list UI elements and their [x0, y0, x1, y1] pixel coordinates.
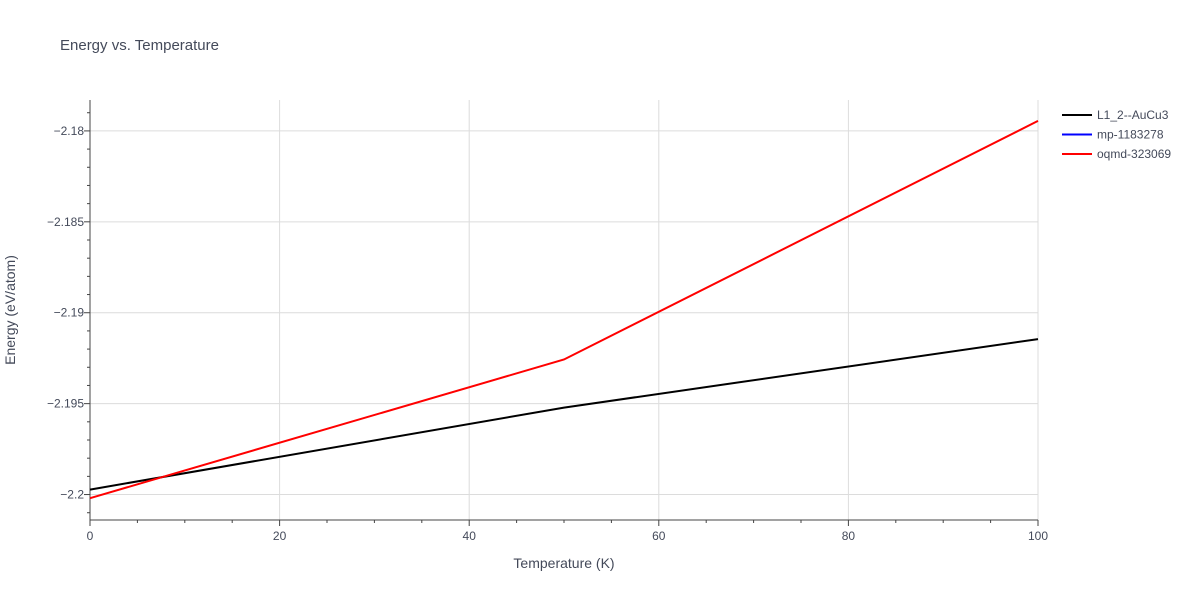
x-tick-label: 40 [463, 529, 477, 543]
x-tick-label: 0 [87, 529, 94, 543]
chart-title: Energy vs. Temperature [60, 37, 219, 54]
x-axis-title: Temperature (K) [513, 555, 614, 571]
x-tick-label: 60 [652, 529, 666, 543]
y-tick-label: −2.2 [60, 488, 84, 502]
y-tick-label: −2.195 [47, 397, 84, 411]
legend-item-oqmd-323069[interactable]: oqmd-323069 [1062, 147, 1171, 161]
series-line-l1-2-aucu3 [89, 338, 1039, 491]
tick-labels: 0 20 40 60 80 100 −2.2 −2.195 −2.19 −2.185 −2.18 [47, 124, 1048, 543]
series-line-oqmd-323069 [89, 120, 1039, 500]
x-tick-label: 80 [842, 529, 856, 543]
x-tick-label: 100 [1028, 529, 1048, 543]
legend-label: oqmd-323069 [1097, 147, 1171, 161]
axes [84, 100, 1039, 526]
x-tick-label: 20 [273, 529, 287, 543]
y-tick-label: −2.18 [54, 124, 85, 138]
series-lines [89, 120, 1039, 500]
y-tick-label: −2.185 [47, 215, 84, 229]
legend-item-mp-1183278[interactable]: mp-1183278 [1062, 128, 1164, 142]
legend[interactable]: L1_2--AuCu3 mp-1183278 oqmd-323069 [1062, 108, 1171, 161]
legend-label: L1_2--AuCu3 [1097, 108, 1169, 122]
y-axis-title: Energy (eV/atom) [2, 255, 18, 365]
y-tick-label: −2.19 [54, 306, 85, 320]
legend-label: mp-1183278 [1097, 128, 1164, 142]
legend-item-l1-2-aucu3[interactable]: L1_2--AuCu3 [1062, 108, 1169, 122]
grid-lines [90, 100, 1039, 520]
